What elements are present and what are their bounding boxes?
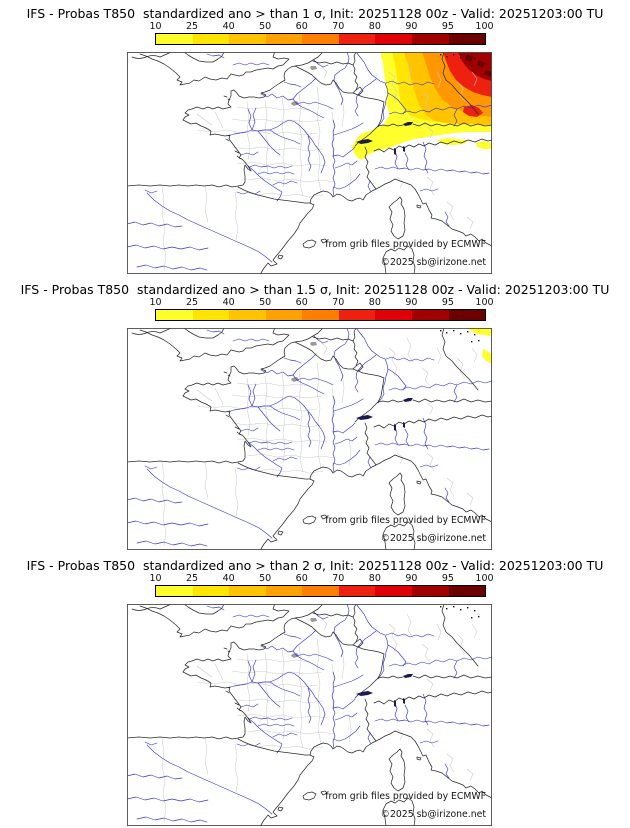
probability-shading [468, 328, 492, 364]
colorbar-tick: 25 [186, 573, 199, 584]
colorbar-segment [448, 586, 486, 596]
panel-title: IFS - Probas T850 standardized ano > tha… [26, 558, 604, 573]
colorbar-tick: 95 [441, 297, 454, 308]
colorbar-tick: 90 [405, 573, 418, 584]
colorbar-tick: 80 [368, 21, 381, 32]
colorbar-tick: 70 [332, 573, 345, 584]
colorbar-segment [265, 310, 303, 320]
colorbar-segment [448, 34, 486, 44]
map-container: from grib files provided by ECMWF ©2025 … [127, 604, 492, 826]
colorbar-segment [156, 586, 193, 596]
map-container: from grib files provided by ECMWF ©2025 … [127, 52, 492, 274]
colorbar-tick: 70 [332, 21, 345, 32]
colorbar-tick: 25 [186, 21, 199, 32]
colorbar-tick: 40 [222, 573, 235, 584]
colorbar-tick: 90 [405, 21, 418, 32]
panel-title: IFS - Probas T850 standardized ano > tha… [20, 282, 610, 297]
colorbar-segment [229, 586, 266, 596]
colorbar-tick: 60 [295, 573, 308, 584]
panel-prob-gt-2sigma: IFS - Probas T850 standardized ano > tha… [0, 550, 630, 826]
colorbar-scale [155, 585, 486, 597]
colorbar-segment [192, 34, 230, 44]
colorbar-segment [375, 310, 412, 320]
credit-copyright: ©2025 sb@irizone.net [381, 257, 487, 268]
colorbar-segment [156, 310, 193, 320]
colorbar-tick: 25 [186, 297, 199, 308]
panel-prob-gt-1p5sigma: IFS - Probas T850 standardized ano > tha… [0, 274, 630, 550]
colorbar-tick: 10 [149, 21, 162, 32]
probability-map: from grib files provided by ECMWF ©2025 … [127, 328, 492, 550]
colorbar-segment [338, 310, 376, 320]
colorbar-segment [265, 586, 303, 596]
colorbar-tick: 100 [475, 573, 494, 584]
probability-shading [352, 52, 492, 160]
colorbar-tick: 10 [149, 297, 162, 308]
colorbar-tick: 60 [295, 297, 308, 308]
colorbar-segment [411, 34, 449, 44]
colorbar-tick: 95 [441, 21, 454, 32]
credit-ecmwf: from grib files provided by ECMWF [325, 239, 486, 250]
colorbar-tick: 50 [259, 21, 272, 32]
colorbar-segment [156, 34, 193, 44]
colorbar-tick: 100 [475, 297, 494, 308]
colorbar-segment [192, 310, 230, 320]
credit-copyright: ©2025 sb@irizone.net [381, 809, 487, 820]
colorbar-segment [302, 586, 339, 596]
colorbar-segment [302, 34, 339, 44]
credit-ecmwf: from grib files provided by ECMWF [325, 791, 486, 802]
colorbar-scale [155, 33, 486, 45]
colorbar-segment [411, 586, 449, 596]
colorbar-tick: 90 [405, 297, 418, 308]
colorbar-tick: 70 [332, 297, 345, 308]
colorbar: 10 25 40 50 60 70 80 90 95 100 [0, 574, 630, 598]
colorbar-tick: 40 [222, 21, 235, 32]
colorbar-tick: 80 [368, 573, 381, 584]
colorbar-segment [229, 34, 266, 44]
colorbar-segment [448, 310, 486, 320]
map-container: from grib files provided by ECMWF ©2025 … [127, 328, 492, 550]
colorbar-segment [338, 34, 376, 44]
panel-prob-gt-1sigma: IFS - Probas T850 standardized ano > tha… [0, 0, 630, 274]
colorbar-segment [229, 310, 266, 320]
colorbar: 10 25 40 50 60 70 80 90 95 100 [0, 298, 630, 322]
colorbar-tick: 80 [368, 297, 381, 308]
colorbar-segment [192, 586, 230, 596]
colorbar-tick: 50 [259, 573, 272, 584]
colorbar-tick: 60 [295, 21, 308, 32]
panel-title: IFS - Probas T850 standardized ano > tha… [26, 6, 604, 21]
colorbar-tick: 100 [475, 21, 494, 32]
colorbar-tick: 10 [149, 573, 162, 584]
credit-ecmwf: from grib files provided by ECMWF [325, 515, 486, 526]
colorbar-tick: 95 [441, 573, 454, 584]
colorbar-segment [375, 34, 412, 44]
colorbar-segment [302, 310, 339, 320]
credit-copyright: ©2025 sb@irizone.net [381, 533, 487, 544]
probability-map: from grib files provided by ECMWF ©2025 … [127, 52, 492, 274]
probability-map: from grib files provided by ECMWF ©2025 … [127, 604, 492, 826]
colorbar-segment [338, 586, 376, 596]
colorbar-segment [411, 310, 449, 320]
colorbar: 10 25 40 50 60 70 80 90 95 100 [0, 22, 630, 46]
colorbar-tick: 40 [222, 297, 235, 308]
colorbar-segment [375, 586, 412, 596]
colorbar-segment [265, 34, 303, 44]
colorbar-scale [155, 309, 486, 321]
colorbar-tick: 50 [259, 297, 272, 308]
